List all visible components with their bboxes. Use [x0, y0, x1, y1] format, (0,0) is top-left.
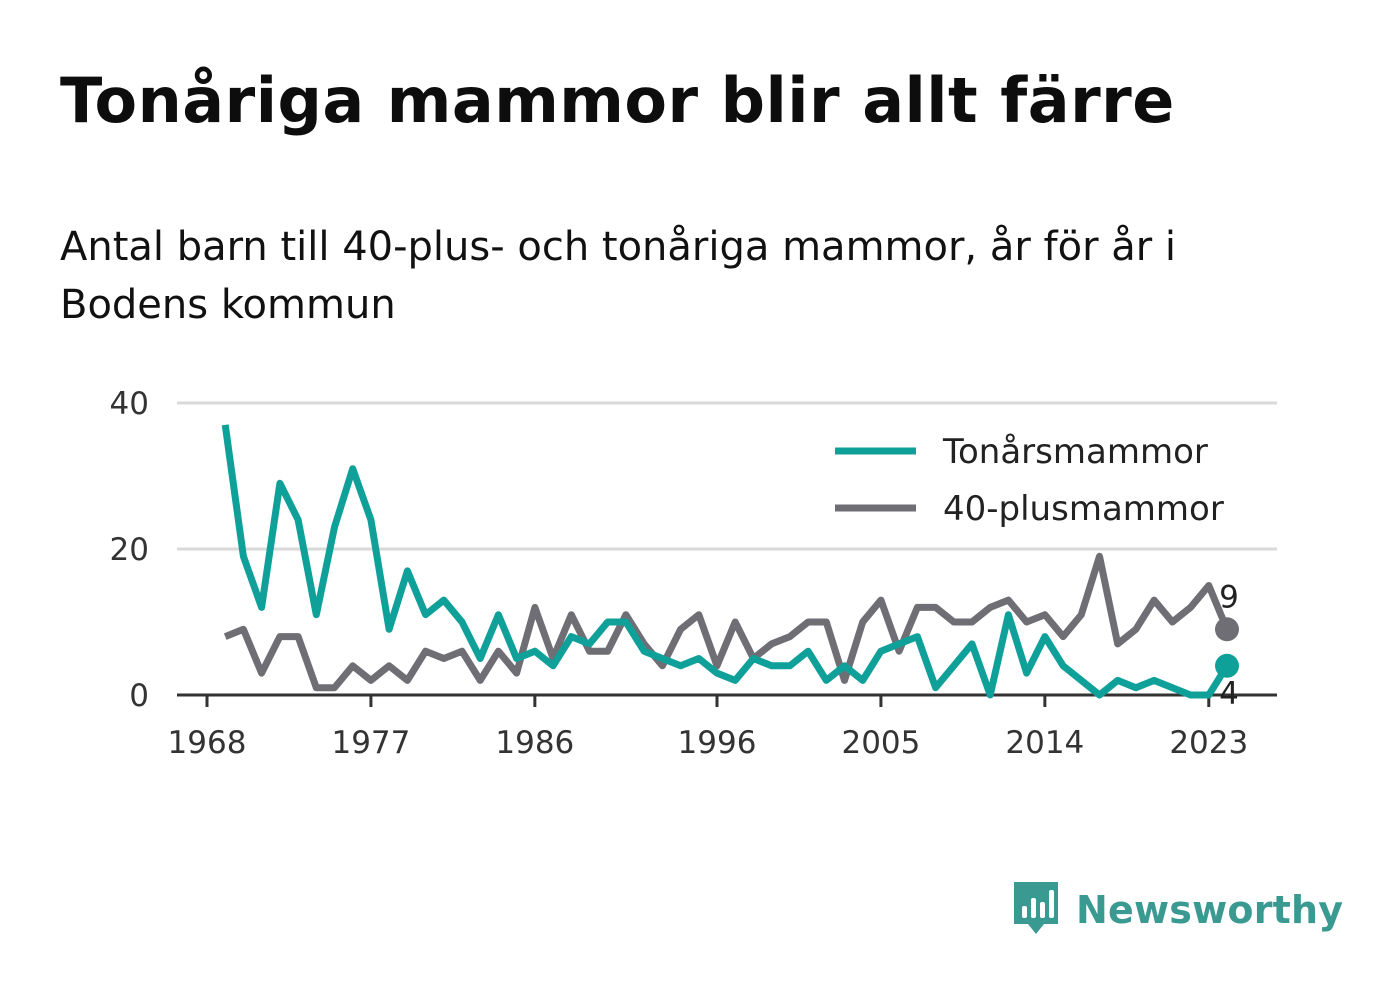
- x-axis: 1968 1977 1986 1996 2005 2014 2023: [168, 695, 1248, 761]
- newsworthy-brand: Newsworthy: [1010, 878, 1343, 942]
- x-tick-label: 1996: [678, 725, 757, 761]
- end-value-label: 9: [1219, 579, 1239, 615]
- x-tick-label: 2023: [1169, 725, 1248, 761]
- chart-subtitle: Antal barn till 40-plus- och tonåriga ma…: [60, 224, 1177, 328]
- y-tick-label: 20: [110, 532, 149, 568]
- chart-title: Tonåriga mammor blir allt färre: [60, 64, 1175, 137]
- end-point-marker: [1215, 617, 1239, 642]
- x-tick-label: 1968: [168, 725, 247, 761]
- series-line-tonarsmammor: [221, 424, 1230, 699]
- series-line-40-plusmammor: [223, 552, 1231, 692]
- legend: Tonårsmammor 40-plusmammor: [835, 432, 1224, 529]
- y-tick-label: 40: [110, 386, 149, 422]
- gridlines: [177, 401, 1277, 697]
- legend-label: 40-plusmammor: [943, 489, 1224, 529]
- y-axis: 0 20 40: [110, 386, 149, 714]
- x-tick-label: 2014: [1005, 725, 1084, 761]
- y-tick-label: 0: [129, 678, 149, 714]
- brand-name: Newsworthy: [1076, 888, 1344, 932]
- x-tick-label: 1977: [331, 725, 410, 761]
- series-end-markers: 49: [1215, 579, 1239, 712]
- legend-label: Tonårsmammor: [942, 432, 1208, 472]
- series-lines: [221, 424, 1231, 699]
- newsworthy-logo-icon: [1010, 878, 1062, 942]
- end-point-marker: [1215, 653, 1239, 678]
- x-tick-label: 2005: [841, 725, 920, 761]
- end-value-label: 4: [1219, 676, 1239, 712]
- x-tick-label: 1986: [495, 725, 574, 761]
